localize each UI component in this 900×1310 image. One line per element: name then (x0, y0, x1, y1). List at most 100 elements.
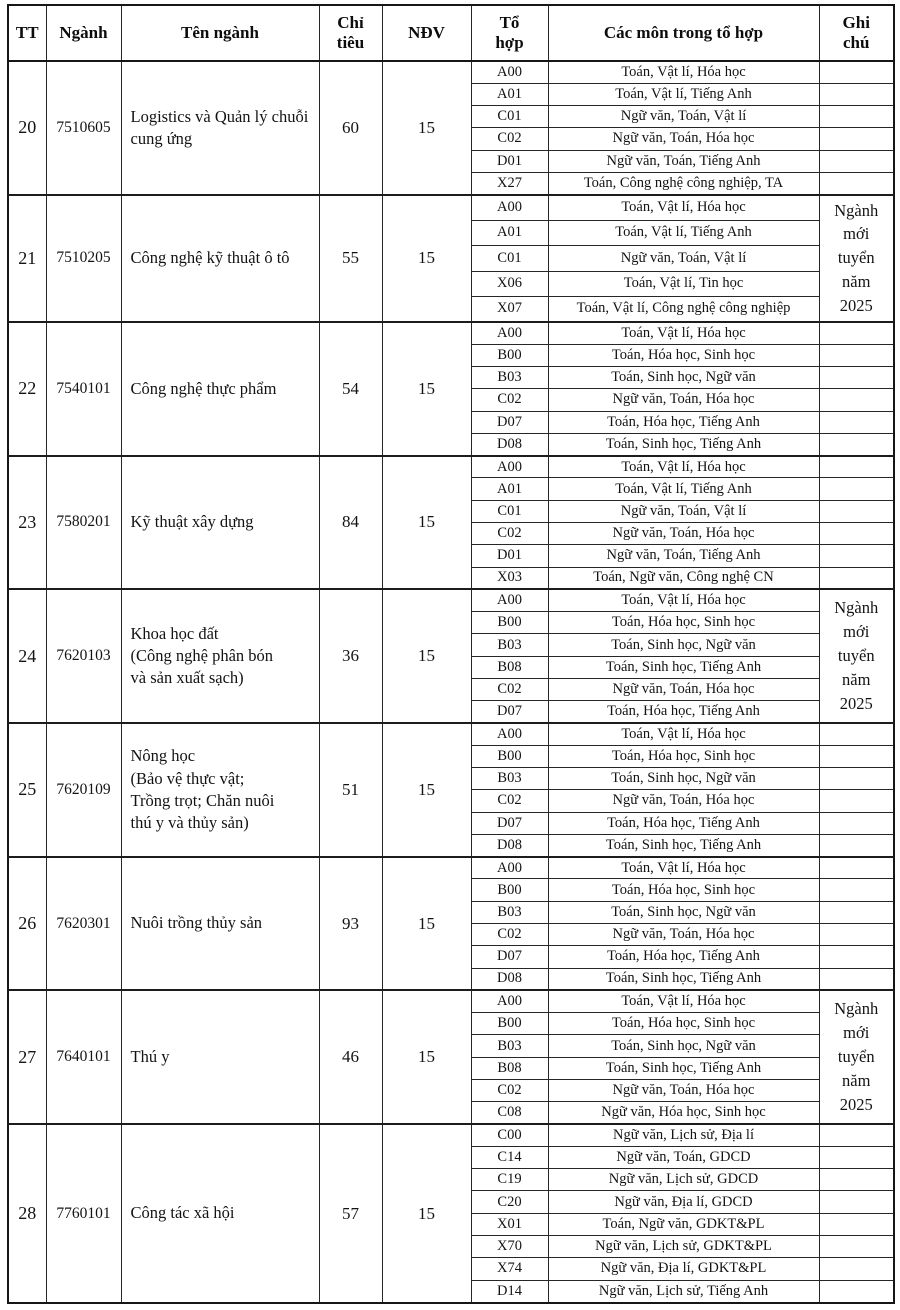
major-quota-cell: 60 (318, 60, 383, 196)
combo-subjects-cell: Ngữ văn, Toán, Hóa học (547, 677, 820, 702)
combo-code-cell: A00 (470, 989, 549, 1014)
combo-code-cell: B00 (470, 878, 549, 902)
major-tt-cell: 27 (7, 989, 47, 1125)
combo-code-cell: X07 (470, 295, 549, 323)
combo-row: C02 Ngữ văn, Toán, Hóa học (8, 127, 895, 151)
combo-code-cell: C02 (470, 1078, 549, 1103)
combo-code-cell: C02 (470, 789, 549, 813)
combo-code-cell: D01 (470, 544, 549, 568)
col-header-to-hop: Tổ hợp (470, 4, 549, 62)
combo-subjects-cell: Toán, Vật lí, Hóa học (547, 855, 820, 880)
note-empty-cell (818, 811, 895, 835)
combo-code-cell: C02 (470, 388, 549, 412)
note-empty-cell (818, 967, 895, 991)
combo-code-cell: X70 (470, 1234, 549, 1259)
table-header: TT Ngành Tên ngành Chỉ tiêu NĐV Tổ hợp C… (7, 4, 895, 62)
note-empty-cell (818, 1145, 895, 1170)
note-empty-cell (818, 767, 895, 791)
combo-row: C02 Ngữ văn, Toán, Hóa học (8, 677, 894, 702)
major-code-cell: 7640101 (45, 989, 122, 1125)
col-header-ten-nganh: Tên ngành (120, 4, 320, 62)
note-cell: Ngành mới tuyển năm 2025 (818, 588, 895, 724)
combo-subjects-cell: Toán, Hóa học, Sinh học (547, 744, 820, 769)
combo-subjects-cell: Ngữ văn, Toán, Hóa học (547, 789, 820, 813)
combo-subjects-cell: Toán, Hóa học, Tiếng Anh (547, 811, 820, 835)
combo-row: B00 Toán, Hóa học, Sinh học (8, 343, 895, 368)
note-empty-cell (818, 923, 895, 947)
combo-row: D01 Ngữ văn, Toán, Tiếng Anh (8, 544, 895, 568)
major-ndv-cell: 15 (381, 60, 472, 196)
major-tt-cell: 26 (7, 855, 47, 991)
combo-subjects-cell: Ngữ văn, Lịch sử, GDCD (547, 1168, 820, 1192)
note-empty-cell (818, 1234, 895, 1259)
combo-code-cell: D14 (470, 1279, 549, 1304)
combo-row: X27 Toán, Công nghệ công nghiệp, TA (8, 171, 895, 196)
combo-code-cell: A01 (470, 82, 549, 107)
note-empty-cell (818, 1123, 895, 1147)
major-code-cell: 7620109 (45, 722, 122, 858)
combo-row: D07 Toán, Hóa học, Tiếng Anh (8, 410, 895, 434)
combo-row: B00 Toán, Hóa học, Sinh học (8, 744, 895, 769)
combo-code-cell: C02 (470, 677, 549, 702)
combo-subjects-cell: Toán, Sinh học, Tiếng Anh (547, 1056, 820, 1081)
combo-row: A01 Toán, Vật lí, Tiếng Anh (8, 219, 894, 247)
combo-code-cell: A00 (470, 588, 549, 613)
major-quota-cell: 46 (318, 989, 383, 1125)
note-empty-cell (818, 1168, 895, 1192)
major-code-cell: 7540101 (45, 320, 122, 457)
combo-code-cell: B03 (470, 633, 549, 657)
major-name-cell: Khoa học đất (Công nghệ phân bón và sản … (120, 588, 320, 724)
note-empty-cell (818, 789, 895, 813)
note-empty-cell (818, 171, 895, 196)
combo-row: B08 Toán, Sinh học, Tiếng Anh (8, 655, 894, 679)
combo-subjects-cell: Ngữ văn, Toán, Vật lí (547, 499, 820, 523)
combo-code-cell: B00 (470, 744, 549, 769)
col-header-cac-mon: Các môn trong tổ hợp (547, 4, 820, 62)
combo-code-cell: B08 (470, 1056, 549, 1081)
note-empty-cell (818, 477, 895, 501)
major-tt-cell: 21 (7, 193, 47, 323)
combo-subjects-cell: Ngữ văn, Toán, Tiếng Anh (547, 544, 820, 568)
combo-row: 25 7620109 Nông học (Bảo vệ thực vật; Trồn… (7, 721, 895, 858)
major-tt-cell: 20 (7, 60, 47, 196)
major-quota-cell: 84 (318, 454, 383, 590)
major-ndv-cell: 15 (381, 989, 472, 1125)
note-empty-cell (818, 454, 895, 479)
combo-code-cell: C00 (470, 1123, 549, 1147)
combo-row: 20 7510605 Logistics và Quản lý chuỗi cung… (7, 59, 895, 196)
note-empty-cell (818, 1212, 895, 1236)
combo-row: A01 Toán, Vật lí, Tiếng Anh (8, 477, 895, 501)
combo-row: 28 7760101 Công tác xã hội 57 15 C00 Ngữ văn, … (7, 1123, 895, 1304)
combo-code-cell: D08 (470, 833, 549, 858)
combo-subjects-cell: Toán, Vật lí, Tin học (547, 270, 820, 297)
combo-row: X01 Toán, Ngữ văn, GDKT&PL (8, 1212, 895, 1236)
combo-code-cell: A00 (470, 193, 549, 221)
combo-subjects-cell: Toán, Vật lí, Hóa học (547, 721, 820, 746)
major-tt-cell: 25 (7, 722, 47, 858)
major-name-cell: Nuôi trồng thủy sản (120, 855, 320, 991)
combo-subjects-cell: Ngữ văn, Toán, Hóa học (547, 388, 820, 412)
combo-row: B00 Toán, Hóa học, Sinh học (8, 611, 894, 635)
combo-code-cell: A00 (470, 855, 549, 880)
combo-subjects-cell: Ngữ văn, Toán, GDCD (547, 1145, 820, 1170)
combo-row: X06 Toán, Vật lí, Tin học (8, 270, 894, 297)
combo-row: 26 7620301 Nuôi trồng thủy sản 93 15 A00 Toán,… (7, 855, 895, 991)
major-code-cell: 7620103 (45, 588, 122, 724)
combo-row: 23 7580201 Kỹ thuật xây dựng 84 15 A00 Toán, V… (7, 454, 895, 590)
combo-code-cell: A00 (470, 454, 549, 479)
combo-row: 22 7540101 Công nghệ thực phẩm 54 15 A00 Toán,… (7, 320, 895, 457)
combo-subjects-cell: Toán, Sinh học, Tiếng Anh (547, 967, 820, 991)
combo-code-cell: B00 (470, 343, 549, 368)
combo-code-cell: A00 (470, 320, 549, 345)
note-empty-cell (818, 544, 895, 568)
combo-subjects-cell: Toán, Sinh học, Ngữ văn (547, 365, 820, 390)
major-tt-cell: 23 (7, 454, 47, 590)
major-ndv-cell: 15 (381, 855, 472, 991)
combo-subjects-cell: Toán, Ngữ văn, Công nghệ CN (547, 566, 820, 590)
combo-subjects-cell: Toán, Sinh học, Tiếng Anh (547, 833, 820, 858)
combo-subjects-cell: Toán, Hóa học, Sinh học (547, 1012, 820, 1036)
combo-subjects-cell: Toán, Hóa học, Sinh học (547, 343, 820, 368)
major-quota-cell: 55 (318, 193, 383, 323)
combo-code-cell: B00 (470, 611, 549, 635)
